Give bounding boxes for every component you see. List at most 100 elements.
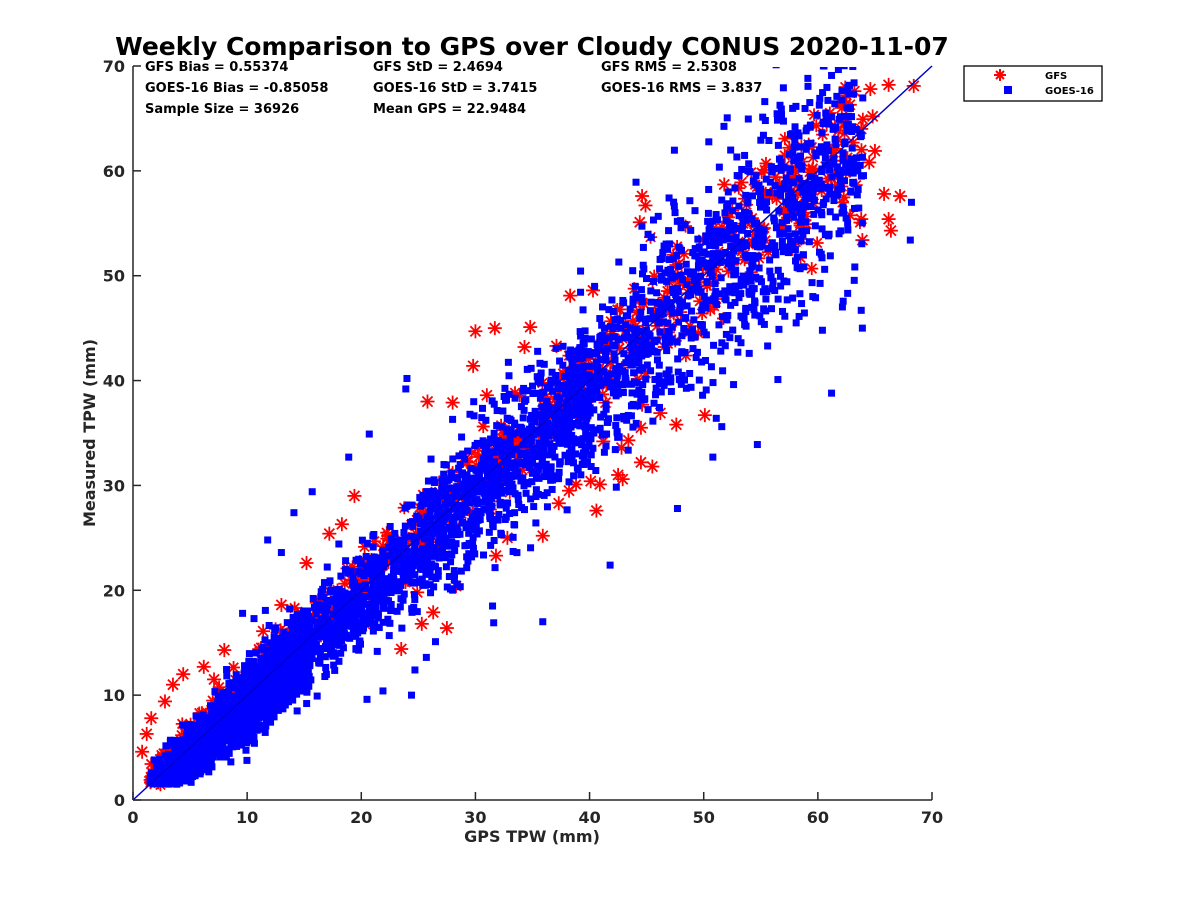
goes16-point xyxy=(816,185,824,193)
goes16-point xyxy=(744,115,752,123)
goes16-point xyxy=(632,419,640,427)
goes16-point xyxy=(852,154,860,162)
goes16-point xyxy=(752,172,760,180)
goes16-point xyxy=(223,666,231,674)
goes16-point xyxy=(518,460,526,468)
goes16-point xyxy=(560,419,568,427)
goes16-point xyxy=(698,256,706,264)
goes16-point xyxy=(469,533,477,541)
goes16-point xyxy=(556,357,564,365)
goes16-point xyxy=(854,185,862,193)
goes16-point xyxy=(658,378,666,386)
goes16-point xyxy=(610,350,618,358)
goes16-point xyxy=(488,397,496,405)
goes16-point xyxy=(313,692,321,700)
goes16-point xyxy=(723,228,731,236)
goes16-point xyxy=(522,489,530,497)
goes16-point xyxy=(704,209,712,217)
goes16-point xyxy=(849,67,857,71)
goes16-point xyxy=(479,437,487,445)
gfs-point xyxy=(176,667,191,682)
goes16-point xyxy=(376,566,384,574)
goes16-point xyxy=(539,448,547,456)
goes16-point xyxy=(207,716,215,724)
goes16-point xyxy=(457,567,465,575)
goes16-point xyxy=(706,241,714,249)
goes16-point xyxy=(858,219,866,227)
goes16-point xyxy=(683,302,691,310)
gfs-point xyxy=(551,496,566,511)
goes16-point xyxy=(518,504,526,512)
goes16-point xyxy=(709,235,717,243)
goes16-point xyxy=(847,188,855,196)
goes16-point xyxy=(629,343,637,351)
goes16-point xyxy=(570,355,578,363)
goes16-point xyxy=(673,251,681,259)
goes16-point xyxy=(493,422,501,430)
goes16-point xyxy=(577,288,585,296)
goes16-point xyxy=(350,586,358,594)
goes16-point xyxy=(427,455,435,463)
goes16-point xyxy=(461,477,469,485)
goes16-point xyxy=(789,104,797,112)
goes16-point xyxy=(331,628,339,636)
goes16-point xyxy=(538,389,546,397)
goes16-point xyxy=(612,483,620,491)
gfs-point xyxy=(426,605,441,620)
goes16-point xyxy=(582,417,590,425)
goes16-point xyxy=(461,455,469,463)
goes16-point xyxy=(434,567,442,575)
goes16-point xyxy=(795,132,803,140)
goes16-point xyxy=(785,192,793,200)
goes16-point xyxy=(817,180,825,188)
goes16-point xyxy=(555,415,563,423)
goes16-point xyxy=(839,203,847,211)
goes16-point xyxy=(432,501,440,509)
goes16-point xyxy=(602,356,610,364)
goes16-point xyxy=(613,427,621,435)
goes16-point xyxy=(358,536,366,544)
gfs-point xyxy=(883,223,898,238)
goes16-point xyxy=(611,356,619,364)
goes16-point xyxy=(450,567,458,575)
goes16-point xyxy=(632,178,640,186)
goes16-point xyxy=(249,657,257,665)
goes16-point xyxy=(310,603,318,611)
goes16-point xyxy=(613,414,621,422)
goes16-point xyxy=(450,489,458,497)
goes16-point xyxy=(192,712,200,720)
goes16-point xyxy=(303,700,311,708)
goes16-point xyxy=(536,394,544,402)
goes16-point xyxy=(636,314,644,322)
goes16-point xyxy=(780,277,788,285)
goes16-point xyxy=(791,203,799,211)
goes16-point xyxy=(465,550,473,558)
goes16-point xyxy=(445,573,453,581)
goes16-point xyxy=(620,334,628,342)
goes16-point xyxy=(387,600,395,608)
goes16-point xyxy=(775,155,783,163)
goes16-point xyxy=(650,399,658,407)
goes16-point xyxy=(852,125,860,133)
gfs-point xyxy=(487,321,502,336)
goes16-point xyxy=(735,172,743,180)
goes16-point xyxy=(832,213,840,221)
goes16-point xyxy=(724,188,732,196)
goes16-point xyxy=(444,508,452,516)
goes16-point xyxy=(411,542,419,550)
goes16-point xyxy=(856,161,864,169)
goes16-point xyxy=(745,273,753,281)
goes16-point xyxy=(702,386,710,394)
goes16-point xyxy=(319,593,327,601)
goes16-point xyxy=(695,376,703,384)
goes16-point xyxy=(527,364,535,372)
goes16-point xyxy=(439,544,447,552)
goes16-point xyxy=(629,423,637,431)
goes16-point xyxy=(416,494,424,502)
goes16-point xyxy=(773,189,781,197)
gfs-point xyxy=(468,324,483,339)
gfs-point xyxy=(420,394,435,409)
goes16-point xyxy=(809,189,817,197)
goes16-point xyxy=(728,207,736,215)
goes16-point xyxy=(450,576,458,584)
